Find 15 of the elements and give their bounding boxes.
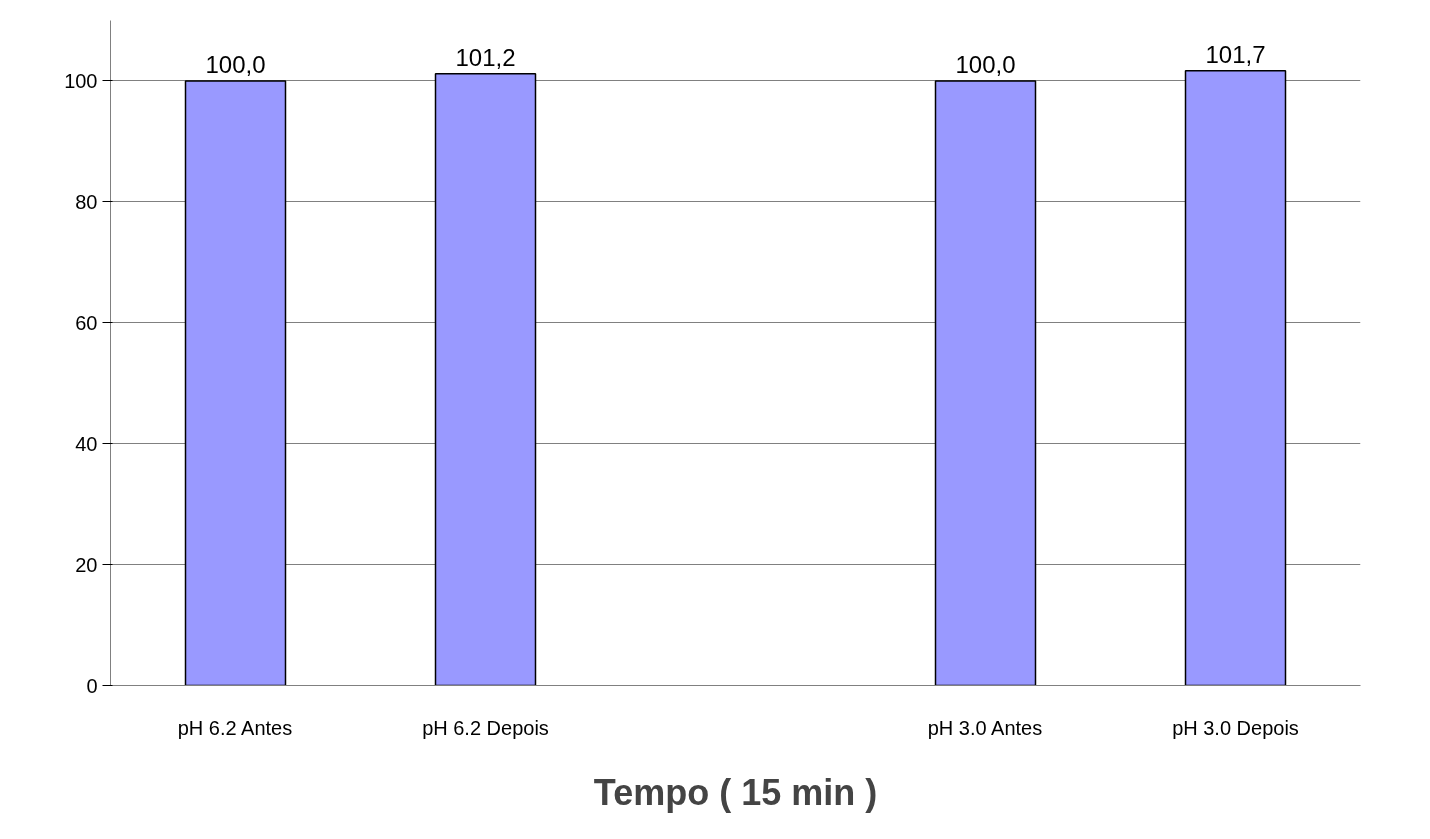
y-tick-label: 20: [75, 553, 98, 576]
x-tick-label: pH 3.0 Antes: [927, 716, 1043, 739]
x-tick-label: pH 3.0 Depois: [1172, 716, 1299, 739]
x-axis-title: Tempo ( 15 min ): [593, 771, 878, 813]
data-label: 100,0: [955, 50, 1016, 78]
data-label: 100,0: [205, 50, 266, 78]
data-label: 101,7: [1205, 40, 1266, 68]
x-tick-label: pH 6.2 Depois: [422, 716, 549, 739]
x-tick-label: pH 6.2 Antes: [177, 716, 293, 739]
y-tick-label: 40: [75, 432, 98, 455]
y-tick-label: 80: [75, 190, 98, 213]
y-tick-label: 60: [75, 311, 98, 334]
y-tick-label: 100: [64, 69, 98, 92]
y-tick-label: 0: [86, 674, 98, 697]
data-label: 101,2: [455, 43, 516, 71]
